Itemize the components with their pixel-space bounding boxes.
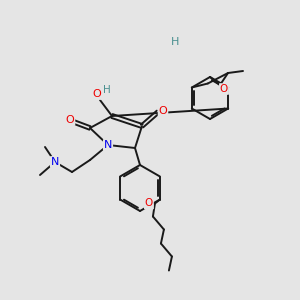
Text: N: N bbox=[104, 140, 112, 150]
Text: N: N bbox=[51, 157, 59, 167]
Text: H: H bbox=[103, 85, 111, 95]
Text: O: O bbox=[220, 84, 228, 94]
Text: H: H bbox=[171, 37, 179, 47]
Text: O: O bbox=[66, 115, 74, 125]
Text: O: O bbox=[145, 199, 153, 208]
Text: O: O bbox=[159, 106, 167, 116]
Text: O: O bbox=[93, 89, 101, 99]
